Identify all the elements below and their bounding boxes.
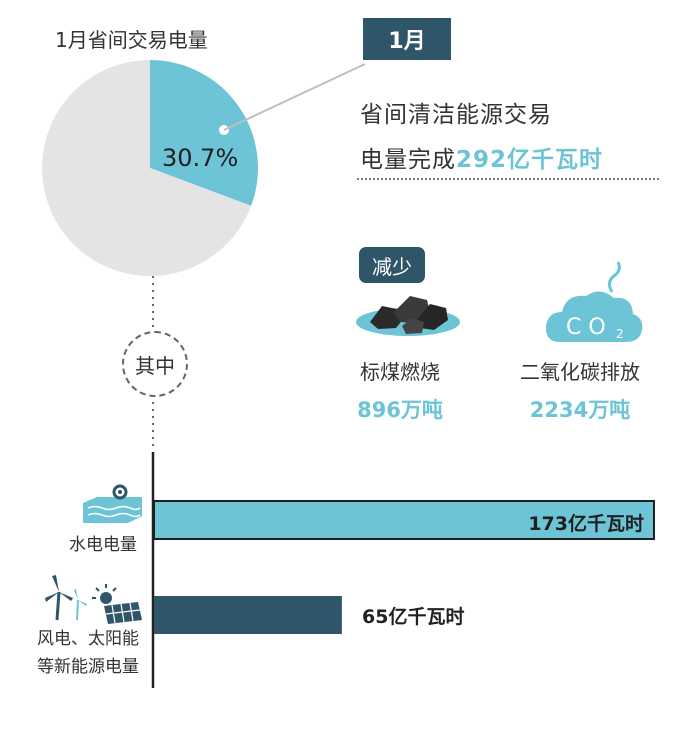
summary-line1: 省间清洁能源交易 [360,102,552,128]
co2-label: 二氧化碳排放 [520,360,640,384]
new-energy-label: 风电、太阳能 等新能源电量 [8,625,168,681]
summary-divider [357,178,659,180]
pie-slice-1 [41,60,252,276]
summary-line2: 电量完成292亿千瓦时 [360,140,603,174]
coal-icon [356,296,460,336]
pie-slice-0 [150,60,258,206]
reduce-badge: 减少 [359,247,425,283]
wind-solar-icon [45,575,142,624]
hydro-dam-icon [83,484,142,523]
co2-cloud-icon: C O 2 [545,261,643,342]
bar-chart [153,500,655,634]
coal-label: 标煤燃烧 [360,360,440,384]
hydro-label: 水电电量 [69,535,137,555]
coal-value: 896万吨 [357,398,443,422]
month-badge: 1月 [363,18,451,60]
bar-1 [154,596,342,634]
hydro-bar-value: 173亿千瓦时 [528,513,644,535]
new-energy-label-line1: 风电、太阳能 [37,629,139,649]
new-energy-label-line2: 等新能源电量 [37,657,139,677]
pie-percent-label: 30.7% [162,144,239,172]
svg-text:2: 2 [616,327,624,341]
svg-text:C O: C O [566,315,606,340]
pie-title: 1月省间交易电量 [55,28,208,52]
summary-prefix: 电量完成 [360,147,456,173]
among-circle: 其中 [122,331,188,397]
bar-0 [153,500,655,540]
pie-chart [41,60,258,276]
co2-value: 2234万吨 [529,398,631,422]
summary-value: 292亿千瓦时 [456,147,604,173]
new-energy-bar-value: 65亿千瓦时 [362,606,465,628]
pie-leader-line [223,63,366,131]
